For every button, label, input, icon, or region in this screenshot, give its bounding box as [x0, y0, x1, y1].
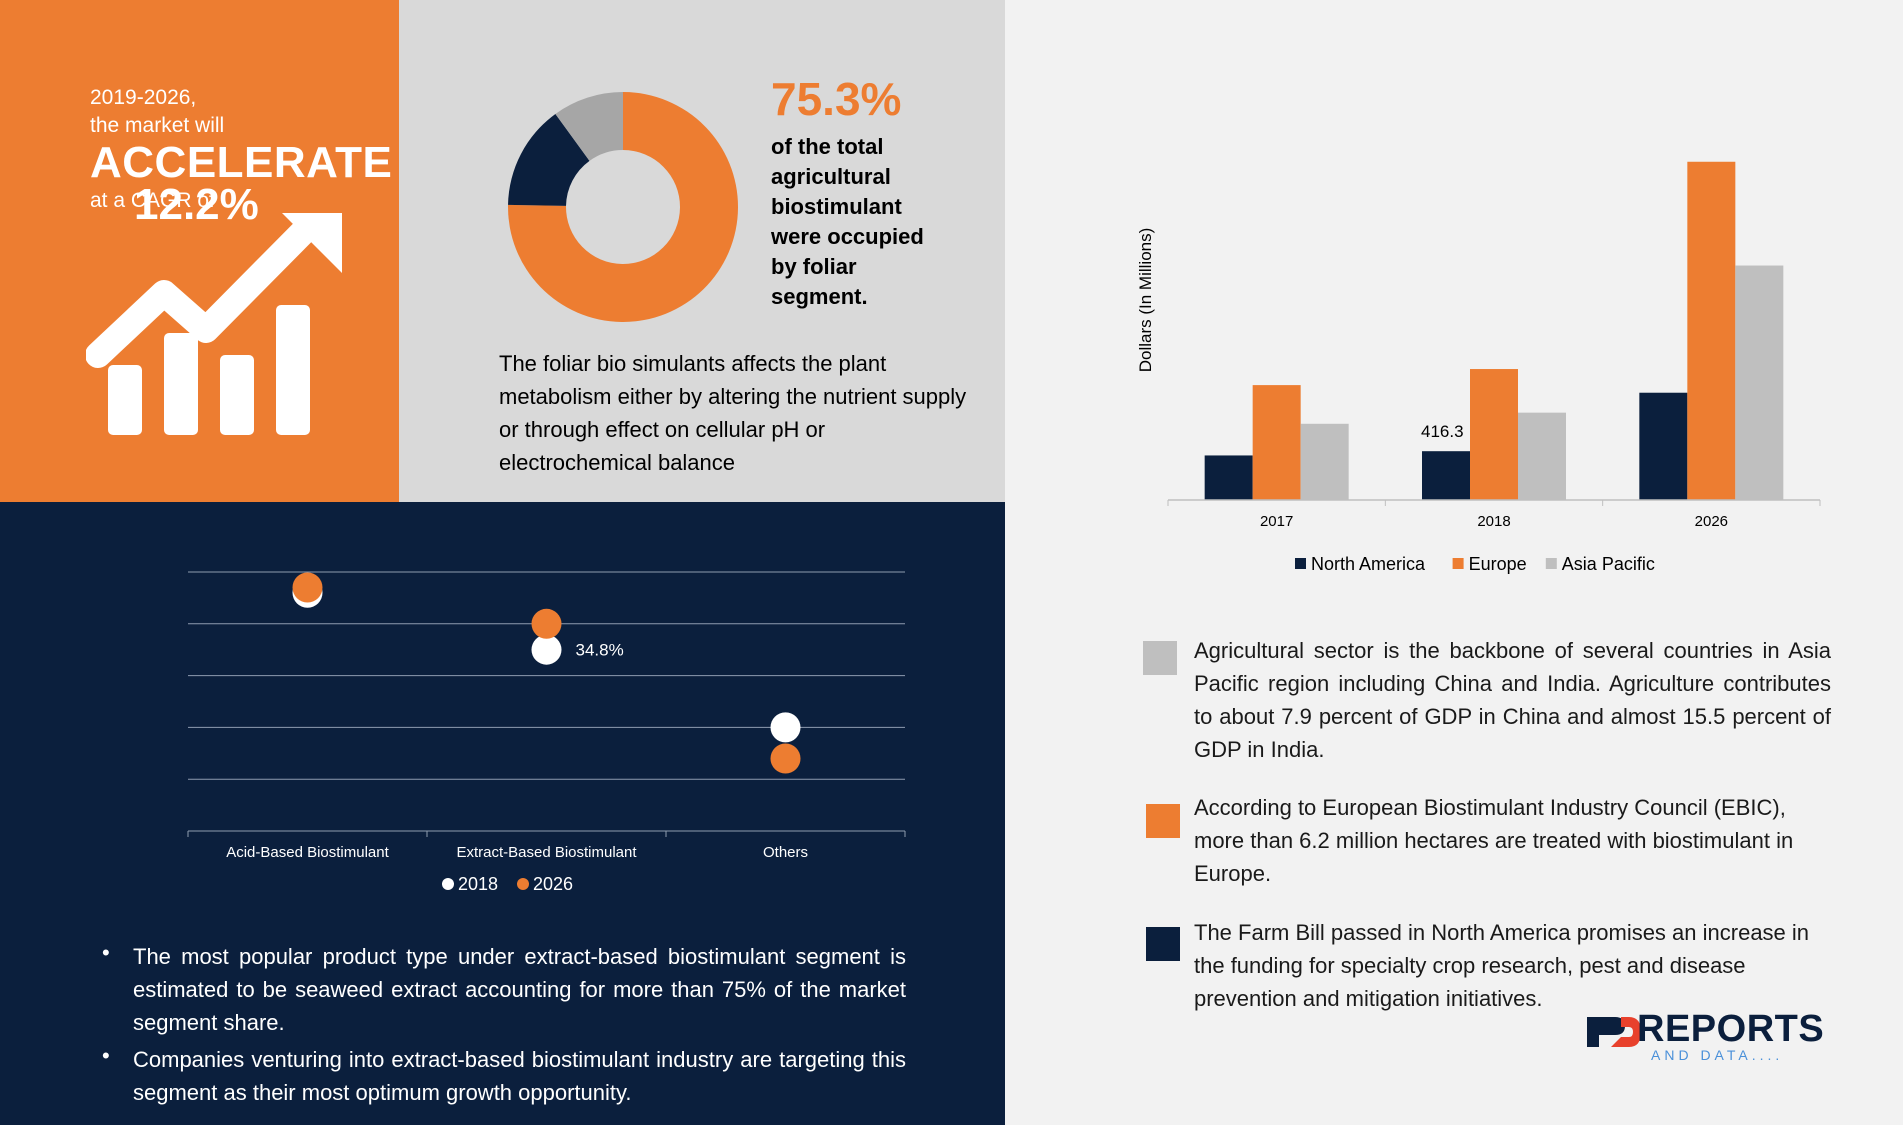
bar-north-america-2018 [1422, 451, 1470, 500]
dot-2026-0 [292, 572, 323, 603]
legend-label-north-america: North America [1311, 554, 1426, 574]
x-tick-label: Others [763, 844, 808, 861]
legend-label-asia-pacific: Asia Pacific [1562, 554, 1655, 574]
donut-slice-0 [508, 92, 738, 322]
bar-asia-pacific-2018 [1518, 412, 1566, 500]
logo-subtext: AND DATA.... [1651, 1047, 1784, 1063]
bullet-dot: • [102, 1043, 110, 1068]
foliar-donut-chart [508, 92, 738, 322]
x-tick-label: 2026 [1695, 513, 1728, 530]
accelerate-heading: ACCELERATE [90, 138, 393, 187]
legend-marker-asia-pacific [1545, 558, 1557, 569]
bar-data-label: 416.3 [1421, 422, 1464, 441]
bar-north-america-2026 [1639, 392, 1688, 500]
regional-bar-chart: Dollars (In Millions) 2017 2018 2026416.3 … [1136, 161, 1821, 574]
x-tick-label: 2018 [1477, 513, 1510, 530]
asia-pacific-text: Agricultural sector is the backbone of s… [1194, 638, 1831, 762]
legend-marker-europe [1452, 558, 1464, 569]
foliar-description: The foliar bio simulants affects the pla… [499, 351, 967, 475]
growth-chart-arrow-icon [86, 213, 342, 435]
dot-2026-1 [531, 608, 562, 639]
legend-label-2018: 2018 [458, 874, 498, 894]
logo-text: REPORTS [1637, 1008, 1825, 1050]
foliar-caption: of the total agricultural biostimulant w… [771, 134, 924, 309]
x-tick-label: Acid-Based Biostimulant [226, 844, 389, 861]
legend-label-europe: Europe [1469, 554, 1527, 574]
donut-slice-1 [508, 113, 590, 206]
europe-text: According to European Biostimulant Indus… [1194, 795, 1794, 886]
reports-and-data-logo-icon [1587, 1017, 1641, 1047]
dot-data-label: 34.8% [576, 641, 624, 660]
europe-marker [1146, 804, 1180, 838]
bar-europe-2017 [1252, 385, 1301, 500]
cagr-value: 12.2% [134, 180, 259, 229]
dot-2018-1 [531, 634, 562, 665]
bar-europe-2018 [1470, 369, 1518, 500]
product-type-dot-chart: Acid-Based Biostimulant Extract-Based Bio… [187, 571, 906, 894]
dot-2018-2 [770, 712, 801, 743]
asia-pacific-marker [1143, 641, 1177, 675]
x-tick-label: Extract-Based Biostimulant [456, 844, 637, 861]
bar-asia-pacific-2026 [1735, 265, 1784, 500]
bar-asia-pacific-2017 [1300, 423, 1349, 500]
legend-marker-2018 [442, 878, 454, 890]
cagr-prefix: at a CAGR of [90, 189, 215, 212]
legend-marker-2026 [517, 878, 529, 890]
legend-marker-north-america [1295, 558, 1306, 569]
bar-europe-2026 [1687, 161, 1736, 501]
type-panel [0, 502, 1005, 1125]
bullet-text-2: Companies venturing into extract-based b… [133, 1047, 906, 1105]
bullet-dot: • [102, 940, 110, 965]
bar-north-america-2017 [1204, 455, 1253, 500]
north-america-text: The Farm Bill passed in North America pr… [1194, 920, 1810, 1011]
foliar-percent: 75.3% [771, 73, 902, 125]
dot-2026-2 [770, 743, 801, 774]
donut-slice-2 [555, 92, 623, 161]
legend-label-2026: 2026 [533, 874, 573, 894]
x-tick-label: 2017 [1260, 513, 1293, 530]
years-text: 2019-2026, [90, 86, 197, 109]
bullet-text-1: The most popular product type under extr… [133, 944, 906, 1035]
market-text: the market will [90, 114, 225, 137]
y-axis-title: Dollars (In Millions) [1136, 228, 1155, 373]
north-america-marker [1146, 927, 1180, 961]
